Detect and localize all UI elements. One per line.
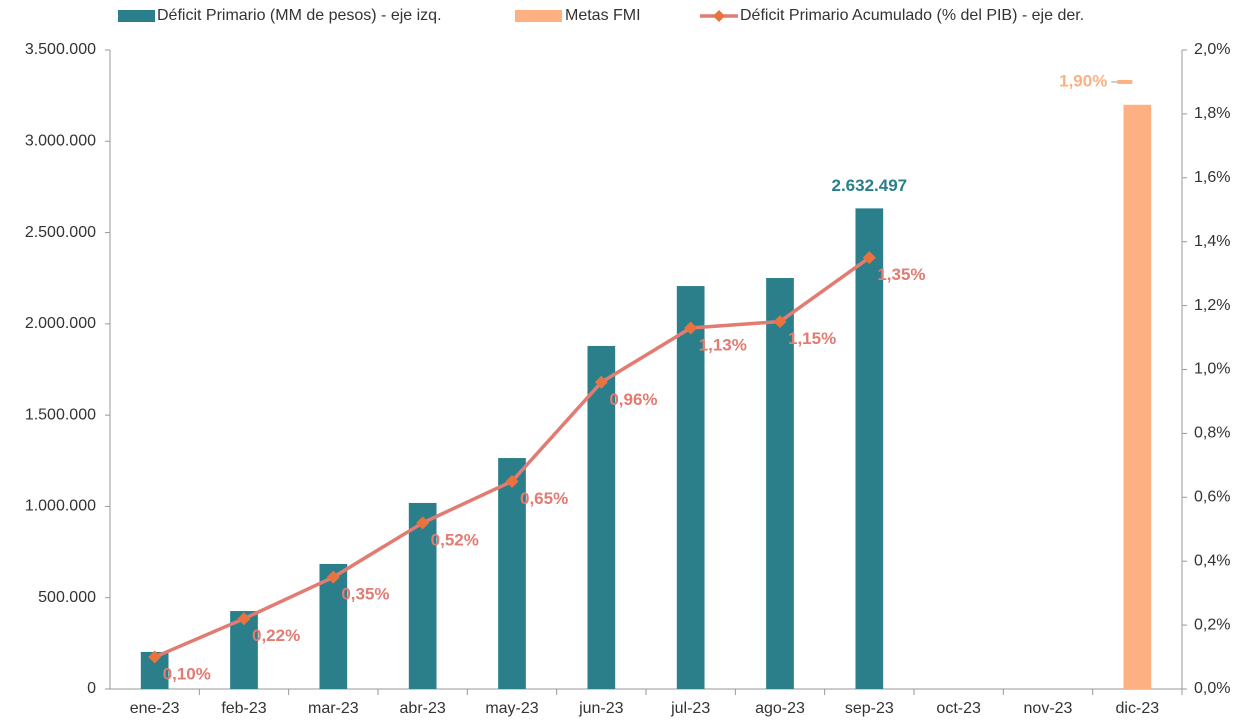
legend-label: Metas FMI	[565, 7, 641, 24]
bar	[855, 208, 884, 689]
line-value-label: 1,13%	[699, 335, 747, 354]
y-tick-label: 2.000.000	[25, 315, 96, 332]
line-marker	[505, 474, 519, 488]
line-marker	[684, 321, 698, 335]
x-tick-label: feb-23	[221, 700, 266, 717]
x-tick-label: abr-23	[400, 700, 446, 717]
bar-value-label: 2.632.497	[832, 176, 908, 195]
line-marker	[773, 315, 787, 329]
legend-swatch	[515, 10, 562, 22]
x-tick-label: oct-23	[936, 700, 981, 717]
line-marker	[594, 375, 608, 389]
y-tick-label: 3.000.000	[25, 133, 96, 150]
bar	[498, 458, 526, 689]
x-tick-label: nov-23	[1024, 700, 1073, 717]
y2-tick-label: 0,6%	[1194, 489, 1230, 506]
y2-tick-label: 1,0%	[1194, 361, 1230, 378]
line-value-label: 0,65%	[520, 489, 568, 508]
y2-tick-label: 1,4%	[1194, 233, 1230, 250]
line-marker	[416, 516, 430, 530]
x-tick-label: mar-23	[308, 700, 359, 717]
y-tick-label: 3.500.000	[25, 41, 96, 58]
legend-swatch	[118, 10, 155, 22]
y-tick-label: 0	[87, 680, 96, 697]
line-marker	[237, 612, 251, 626]
x-tick-label: ago-23	[755, 700, 805, 717]
y-tick-label: 500.000	[38, 589, 96, 606]
line-value-label: 0,22%	[252, 626, 300, 645]
line-value-label: 0,52%	[431, 530, 479, 549]
bar	[408, 502, 437, 689]
y2-tick-label: 0,0%	[1194, 680, 1230, 697]
legend-label: Déficit Primario (MM de pesos) - eje izq…	[157, 7, 442, 24]
bar	[766, 278, 794, 689]
y-tick-label: 1.500.000	[25, 406, 96, 423]
x-tick-label: dic-23	[1116, 700, 1160, 717]
legend-marker	[713, 10, 725, 22]
x-tick-label: jul-23	[670, 700, 710, 717]
bar	[587, 345, 616, 689]
line-value-label: 0,10%	[163, 665, 211, 684]
line-value-label: 1,35%	[877, 265, 925, 284]
x-tick-label: jun-23	[578, 700, 624, 717]
bar	[1123, 104, 1152, 690]
y2-tick-label: 0,8%	[1194, 425, 1230, 442]
line-value-label: 1,15%	[788, 329, 836, 348]
x-tick-label: may-23	[485, 700, 538, 717]
y2-tick-label: 0,2%	[1194, 616, 1230, 633]
bar	[319, 563, 348, 689]
x-tick-label: ene-23	[130, 700, 180, 717]
line-value-label: 0,35%	[341, 585, 389, 604]
x-tick-label: sep-23	[845, 700, 894, 717]
y2-tick-label: 1,2%	[1194, 297, 1230, 314]
y2-tick-label: 0,4%	[1194, 552, 1230, 569]
line-marker	[148, 650, 162, 664]
y2-tick-label: 2,0%	[1194, 41, 1230, 58]
y-tick-label: 1.000.000	[25, 498, 96, 515]
y2-tick-label: 1,6%	[1194, 169, 1230, 186]
y2-tick-label: 1,8%	[1194, 105, 1230, 122]
y-tick-label: 2.500.000	[25, 224, 96, 241]
legend-label: Déficit Primario Acumulado (% del PIB) -…	[740, 7, 1084, 24]
bar	[676, 286, 705, 689]
line-marker	[326, 570, 340, 584]
target-value-label: 1,90%	[1059, 71, 1107, 90]
line-marker	[862, 251, 876, 265]
line-value-label: 0,96%	[609, 390, 657, 409]
